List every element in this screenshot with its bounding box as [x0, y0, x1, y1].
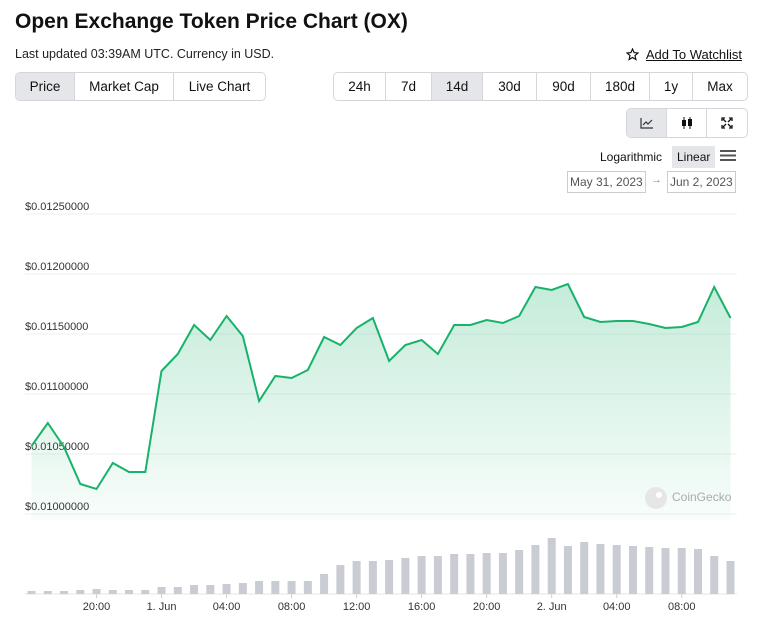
volume-bar	[336, 565, 345, 594]
x-tick-label: 12:00	[343, 601, 371, 613]
volume-bar	[173, 587, 182, 594]
volume-bar	[222, 584, 231, 594]
volume-bar	[141, 590, 150, 594]
tab-button[interactable]: 24h	[334, 73, 386, 100]
volume-bar	[515, 550, 524, 594]
tab-button[interactable]: Max	[707, 79, 733, 94]
title: Open Exchange Token Price Chart (OX)	[15, 10, 408, 33]
tab-button[interactable]: 90d	[537, 73, 591, 100]
volume-bar	[466, 554, 475, 594]
volume-bar	[368, 561, 377, 594]
volume-bar	[531, 545, 540, 594]
volume-bar	[645, 547, 654, 594]
date-from[interactable]: May 31, 2023	[567, 171, 646, 193]
range-group: 24h 7d 14d 30d 90d 180d 1y Max	[333, 72, 748, 101]
date-to[interactable]: Jun 2, 2023	[667, 171, 736, 193]
volume-bar	[125, 590, 134, 594]
linear-option[interactable]: Linear	[672, 146, 716, 168]
x-tick-label: 20:00	[473, 601, 501, 613]
volume-bar	[710, 556, 719, 594]
price-area	[31, 284, 731, 520]
y-tick-label: $0.01100000	[25, 381, 88, 393]
x-tick-label: 2. Jun	[537, 601, 567, 613]
volume-bar	[677, 548, 686, 594]
tab-button[interactable]: Price	[16, 73, 75, 100]
line-chart-button[interactable]	[627, 109, 667, 137]
volume-bar	[401, 558, 410, 594]
volume-bar	[450, 554, 459, 594]
tab-button[interactable]: 180d	[591, 73, 650, 100]
volume-bar	[255, 581, 264, 594]
volume-bar	[352, 561, 361, 594]
x-tick-label: 16:00	[408, 601, 436, 613]
volume-bar	[661, 548, 670, 594]
volume-bar	[417, 556, 426, 594]
log-option[interactable]: Logarithmic	[600, 150, 663, 164]
volume-bar	[580, 542, 589, 594]
volume-bar	[60, 591, 69, 594]
chart-type-group	[626, 108, 748, 138]
x-tick-label: 08:00	[278, 601, 306, 613]
volume-bar	[612, 545, 621, 594]
volume-bar	[320, 574, 329, 594]
volume-bar	[27, 591, 36, 594]
candle-chart-button[interactable]	[667, 109, 707, 137]
volume-bar	[108, 590, 117, 594]
volume-bar	[271, 581, 280, 594]
volume-bar	[628, 546, 637, 594]
volume-bar	[157, 587, 166, 594]
tab-button[interactable]: 30d	[483, 73, 537, 100]
menu-icon[interactable]	[720, 149, 736, 162]
volume-bar	[238, 583, 247, 594]
tab-button[interactable]: 14d	[432, 73, 483, 100]
tab-button[interactable]: Live Chart	[188, 79, 251, 94]
x-tick-label: 1. Jun	[147, 601, 177, 613]
tab-button[interactable]: 1y	[650, 73, 693, 100]
volume-bar	[385, 560, 394, 594]
subtitle: Last updated 03:39AM UTC. Currency in US…	[15, 47, 275, 61]
volume-bar	[563, 546, 572, 594]
fullscreen-button[interactable]	[707, 109, 747, 137]
volume-bar	[43, 591, 52, 594]
y-tick-label: $0.01200000	[25, 261, 89, 273]
volume-bar	[92, 589, 101, 594]
volume-bar	[433, 556, 442, 594]
volume-bar	[287, 581, 296, 594]
price-line	[30, 282, 732, 491]
x-tick-label: 20:00	[83, 601, 111, 613]
volume-bar	[76, 590, 85, 594]
watchlist-link[interactable]: Add To Watchlist	[645, 47, 742, 62]
x-tick-label: 08:00	[668, 601, 696, 613]
watermark: CoinGecko	[645, 487, 732, 509]
tab-button[interactable]: 7d	[386, 73, 432, 100]
watermark-text: CoinGecko	[672, 490, 732, 504]
volume-bar	[303, 581, 312, 594]
volume-bar	[547, 538, 556, 594]
arrow: →	[651, 174, 662, 186]
volume-bar	[206, 585, 215, 594]
volume-bar	[190, 585, 199, 594]
x-tick-label: 04:00	[603, 601, 631, 613]
volume-bar	[498, 553, 507, 594]
star-icon[interactable]	[626, 48, 639, 61]
volume-bar	[726, 561, 735, 594]
y-tick-label: $0.01150000	[25, 321, 88, 333]
y-tick-label: $0.01250000	[25, 201, 89, 213]
volume-bar	[693, 549, 702, 594]
volume-bar	[596, 544, 605, 594]
tab-group: Price Market Cap Live Chart	[15, 72, 266, 101]
tab-button[interactable]: Market Cap	[75, 73, 174, 100]
x-tick-label: 04:00	[213, 601, 241, 613]
volume-bar	[482, 553, 491, 594]
